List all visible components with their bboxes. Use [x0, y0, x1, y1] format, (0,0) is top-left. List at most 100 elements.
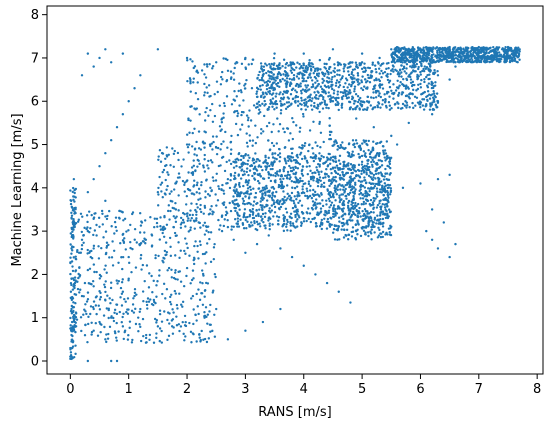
data-point [357, 152, 360, 156]
data-point [189, 105, 192, 108]
data-point [164, 297, 167, 300]
data-point [348, 66, 351, 69]
data-point [366, 95, 369, 99]
data-point [370, 172, 374, 175]
data-point [331, 177, 334, 181]
data-point [332, 176, 335, 179]
data-point [108, 297, 111, 300]
data-point [153, 317, 157, 321]
data-point [123, 297, 126, 301]
data-point [105, 241, 109, 244]
data-point [277, 71, 281, 74]
data-point [69, 327, 73, 330]
data-point [170, 268, 173, 271]
data-point [257, 213, 260, 216]
data-point [259, 110, 262, 114]
data-point [284, 63, 288, 66]
data-point [322, 140, 325, 144]
data-point [279, 73, 283, 77]
data-point [106, 294, 109, 297]
data-point [292, 172, 295, 175]
data-point [140, 221, 144, 224]
data-point [222, 189, 225, 192]
data-point [182, 284, 186, 288]
data-point [72, 305, 76, 309]
data-point [431, 96, 435, 99]
data-point [389, 187, 393, 190]
data-point [237, 204, 240, 208]
data-point [303, 144, 306, 148]
data-point [310, 108, 314, 111]
data-point [132, 297, 135, 300]
data-point [370, 160, 373, 164]
data-point [389, 190, 392, 194]
x-tick-label: 0 [66, 382, 74, 397]
data-point [237, 225, 241, 228]
data-point [436, 177, 440, 181]
data-point [492, 58, 495, 62]
data-point [249, 188, 253, 191]
data-point [192, 262, 196, 266]
data-point [291, 206, 295, 210]
data-point [120, 304, 124, 307]
data-point [426, 86, 430, 89]
data-point [303, 155, 306, 158]
data-point [129, 240, 132, 244]
data-point [300, 92, 303, 95]
data-point [459, 59, 462, 63]
data-point [274, 100, 278, 103]
data-point [328, 162, 332, 165]
data-point [372, 207, 375, 211]
data-point [359, 191, 363, 195]
data-point [327, 152, 330, 156]
data-point [381, 230, 385, 234]
data-point [295, 198, 298, 201]
data-point [251, 144, 254, 147]
data-point [147, 286, 151, 289]
data-point [212, 179, 215, 183]
data-point [171, 147, 174, 150]
data-point [377, 67, 381, 70]
data-point [323, 101, 326, 104]
data-point [84, 323, 87, 327]
data-point [169, 300, 172, 304]
data-point [262, 79, 265, 82]
data-point [356, 202, 360, 206]
data-point [181, 218, 185, 222]
data-point [357, 179, 360, 182]
data-point [380, 159, 384, 163]
x-tick-label: 8 [533, 382, 541, 397]
data-point [176, 151, 180, 155]
data-point [333, 75, 336, 78]
data-point [351, 205, 355, 208]
data-point [392, 70, 395, 73]
data-point [328, 133, 332, 137]
data-point [495, 54, 499, 57]
data-point [211, 291, 214, 294]
data-point [232, 195, 235, 198]
data-point [353, 87, 356, 91]
data-point [319, 131, 323, 135]
data-point [145, 300, 148, 304]
data-point [368, 66, 372, 70]
data-point [302, 62, 305, 66]
data-point [262, 130, 265, 133]
data-point [195, 340, 198, 343]
data-point [331, 167, 335, 170]
data-point [232, 225, 235, 228]
x-axis-label: RANS [m/s] [258, 405, 331, 420]
data-point [359, 234, 363, 238]
data-point [364, 152, 367, 155]
data-point [153, 300, 156, 304]
data-point [201, 282, 204, 285]
data-point [331, 48, 335, 51]
data-point [79, 251, 83, 254]
data-point [347, 213, 351, 216]
data-point [264, 165, 267, 168]
data-point [358, 62, 361, 65]
data-point [116, 282, 119, 285]
data-point [165, 188, 168, 191]
data-point [115, 303, 118, 306]
data-point [72, 301, 75, 304]
data-point [313, 190, 317, 194]
